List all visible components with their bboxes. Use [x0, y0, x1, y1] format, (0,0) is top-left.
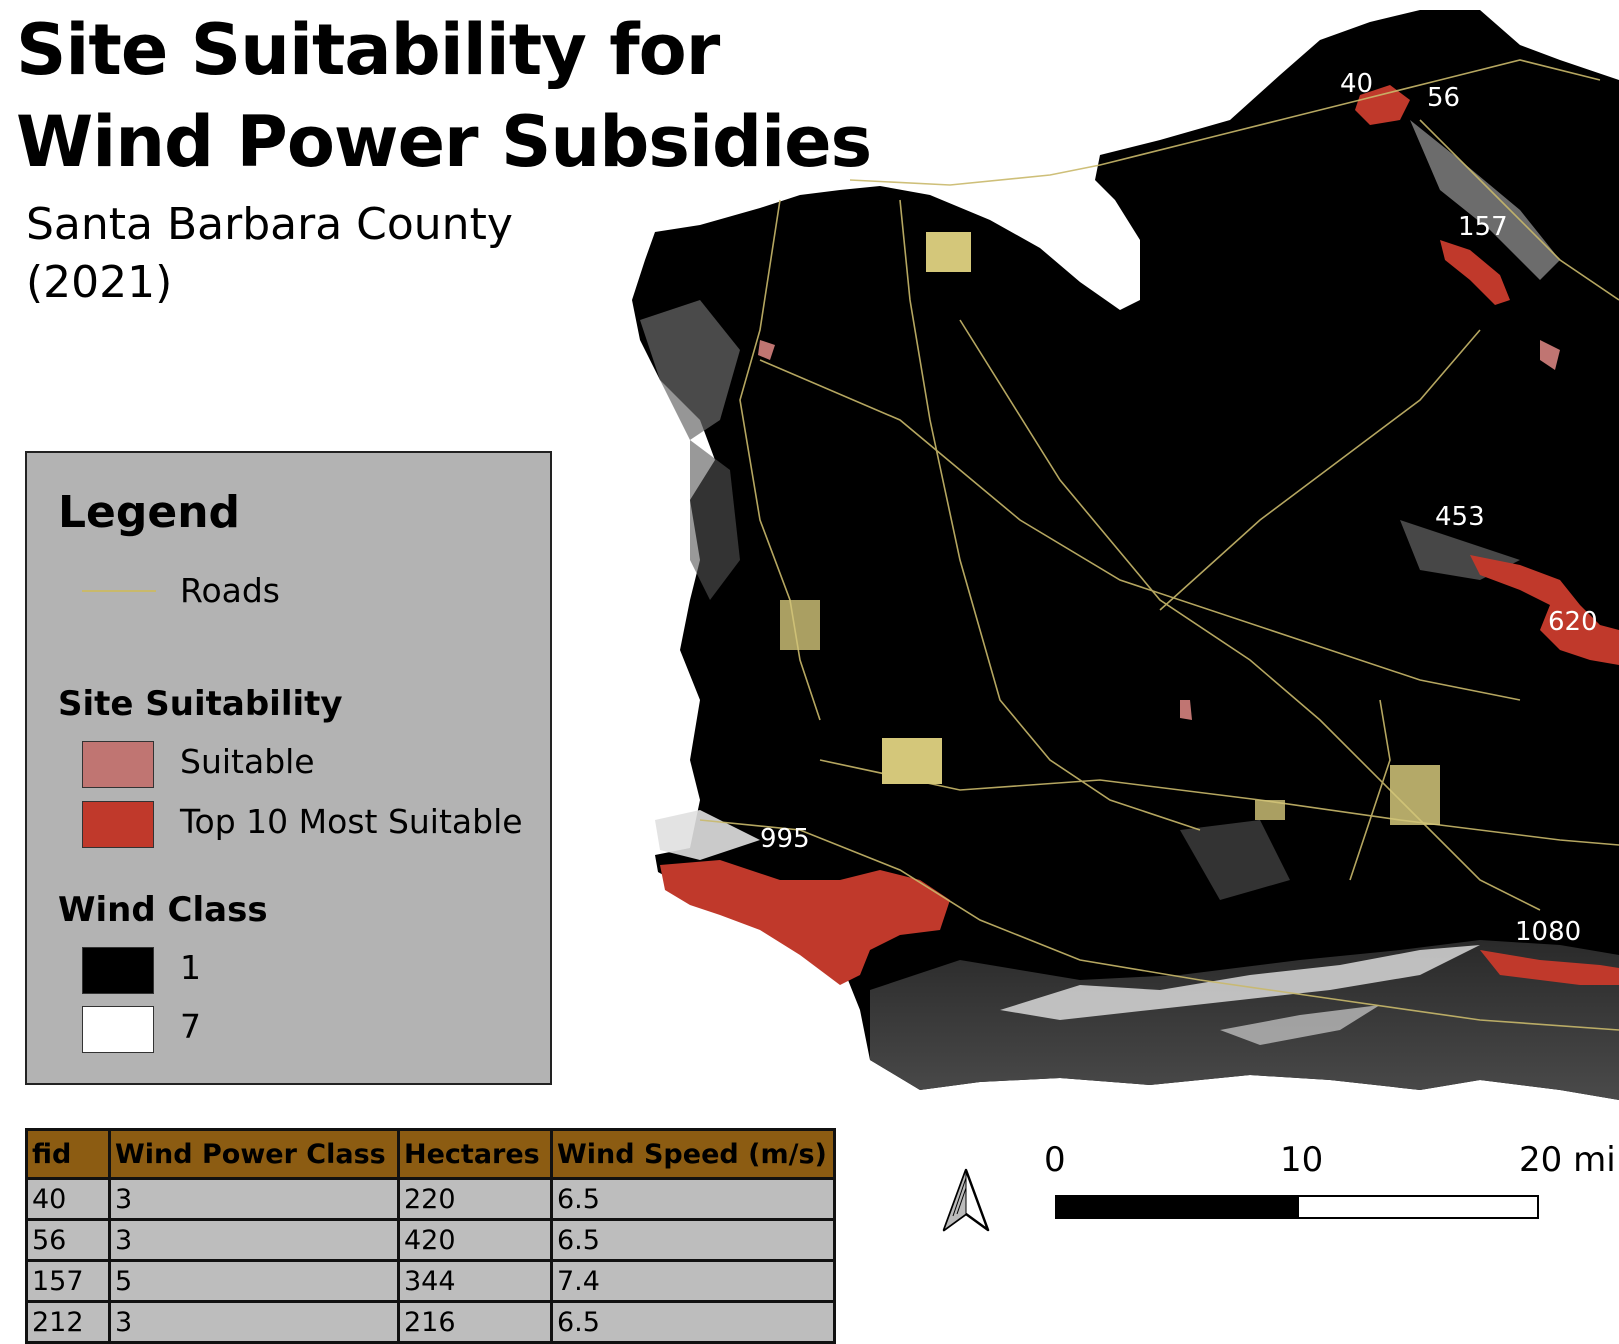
top10-swatch — [82, 801, 154, 848]
scale-bar — [1055, 1195, 1539, 1219]
table-cell: 157 — [25, 1259, 111, 1303]
map-title-line2: Wind Power Subsidies — [16, 101, 872, 183]
wind-class-ridge-west-2 — [690, 440, 740, 600]
table-cell: 6.5 — [550, 1300, 836, 1344]
table-cell: 220 — [397, 1177, 553, 1221]
suitable-site-a — [1540, 340, 1560, 370]
table-cell: 420 — [397, 1218, 553, 1262]
map-subtitle: Santa Barbara County (2021) — [26, 196, 513, 312]
site-label-157: 157 — [1458, 212, 1508, 242]
map-title: Site Suitability for Wind Power Subsidie… — [16, 4, 872, 188]
county-landmass — [632, 10, 1619, 1100]
suitable-site-c — [1180, 700, 1192, 720]
table-cell: 5 — [108, 1259, 400, 1303]
table-row: 56 3 420 6.5 — [25, 1218, 836, 1262]
scale-label-0: 0 — [1044, 1140, 1066, 1180]
wind-class-bright-ridge-2 — [1220, 1005, 1380, 1045]
site-suitability-heading: Site Suitability — [58, 684, 343, 724]
scale-label-10: 10 — [1280, 1140, 1324, 1180]
legend-panel: Legend Roads Site Suitability Suitable T… — [25, 451, 552, 1085]
map-title-line1: Site Suitability for — [16, 9, 720, 91]
table-cell: 7.4 — [550, 1259, 836, 1303]
table-cell: 216 — [397, 1300, 553, 1344]
table-cell: 3 — [108, 1218, 400, 1262]
legend-title: Legend — [58, 487, 241, 538]
site-label-1080: 1080 — [1515, 917, 1581, 947]
site-label-453: 453 — [1435, 502, 1485, 532]
scale-bar-fill — [1057, 1197, 1299, 1217]
towns-layer — [780, 232, 1440, 825]
table-header-wind-power-class: Wind Power Class — [108, 1128, 400, 1180]
wind-class-1-swatch — [82, 947, 154, 994]
suitable-swatch — [82, 741, 154, 788]
roads-legend-label: Roads — [180, 571, 280, 610]
map-subtitle-line1: Santa Barbara County — [26, 199, 513, 250]
table-cell: 56 — [25, 1218, 111, 1262]
map-subtitle-line2: (2021) — [26, 257, 173, 308]
table-header-fid: fid — [25, 1128, 111, 1180]
table-cell: 6.5 — [550, 1177, 836, 1221]
table-row: 40 3 220 6.5 — [25, 1177, 836, 1221]
wind-class-bright-ridge — [1000, 945, 1480, 1020]
wind-class-1-label: 1 — [180, 948, 201, 987]
scale-label-20: 20 mi — [1519, 1140, 1616, 1180]
table-row: 212 3 216 6.5 — [25, 1300, 836, 1344]
wind-class-coast-south — [870, 940, 1619, 1100]
top10-label: Top 10 Most Suitable — [180, 802, 523, 841]
wind-class-ridge-cluster — [1180, 820, 1290, 900]
suitable-label: Suitable — [180, 742, 315, 781]
roads-legend-line-icon — [82, 590, 156, 592]
top10-site-620 — [1470, 555, 1619, 665]
wind-class-ridge-west-coast — [655, 810, 760, 860]
wind-class-7-label: 7 — [180, 1007, 201, 1046]
wind-class-ridge-ne — [1410, 120, 1560, 280]
table-cell: 344 — [397, 1259, 553, 1303]
table-cell: 40 — [25, 1177, 111, 1221]
top10-site-1080 — [1480, 950, 1619, 985]
top10-site-157 — [1440, 240, 1510, 305]
wind-class-ridge-west — [640, 300, 740, 440]
table-header-hectares: Hectares — [397, 1128, 553, 1180]
table-row: 157 5 344 7.4 — [25, 1259, 836, 1303]
table-cell: 6.5 — [550, 1218, 836, 1262]
site-label-40: 40 — [1340, 69, 1373, 99]
attribute-table: fid Wind Power Class Hectares Wind Speed… — [25, 1128, 836, 1344]
table-header-wind-speed: Wind Speed (m/s) — [550, 1128, 836, 1180]
table-cell: 3 — [108, 1177, 400, 1221]
table-cell: 212 — [25, 1300, 111, 1344]
table-cell: 3 — [108, 1300, 400, 1344]
top10-site-995 — [660, 860, 950, 985]
site-label-620: 620 — [1548, 607, 1598, 637]
site-label-995: 995 — [760, 824, 810, 854]
site-label-56: 56 — [1427, 83, 1460, 113]
north-arrow-icon — [942, 1168, 990, 1232]
top10-site-40 — [1355, 85, 1410, 125]
table-header-row: fid Wind Power Class Hectares Wind Speed… — [25, 1128, 836, 1180]
wind-class-7-swatch — [82, 1006, 154, 1053]
suitable-site-b — [758, 340, 775, 360]
wind-class-heading: Wind Class — [58, 890, 268, 930]
